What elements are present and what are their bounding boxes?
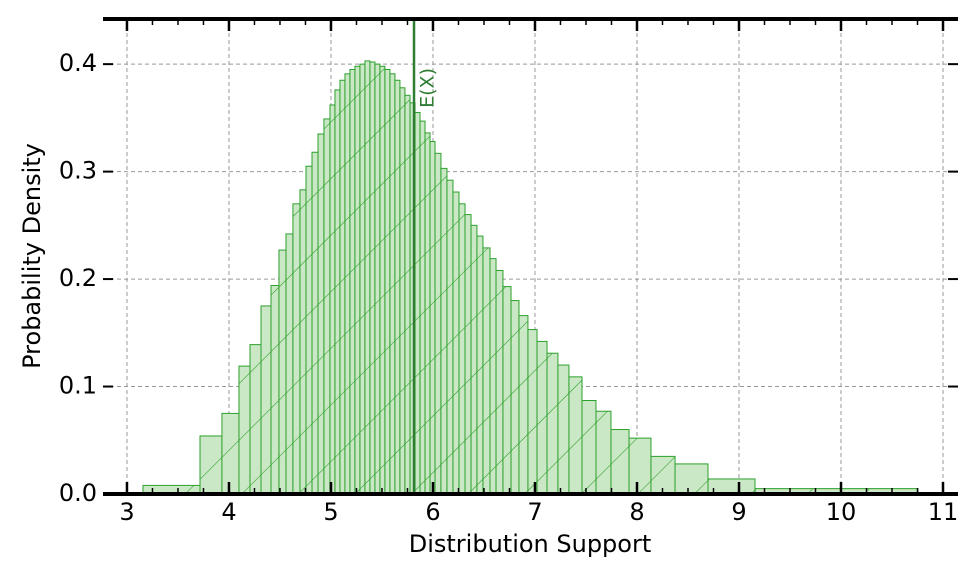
bar-hatch <box>334 89 341 495</box>
bar-hatch <box>389 73 396 495</box>
x-tick-label: 5 <box>323 498 338 526</box>
mean-label: E(X) <box>417 68 439 108</box>
bar-hatch <box>581 400 597 495</box>
y-tick-label: 0.1 <box>59 372 97 400</box>
bar-hatch <box>527 329 538 495</box>
bar-hatch <box>299 189 307 495</box>
bar-hatch <box>270 285 280 495</box>
bar-hatch <box>557 364 570 495</box>
bar-hatch <box>249 344 262 495</box>
y-tick-label: 0.0 <box>59 479 97 507</box>
bar-hatch <box>568 376 583 495</box>
bar-hatch <box>414 111 421 495</box>
bar-hatch <box>628 437 652 495</box>
bar-hatch <box>510 300 520 495</box>
bar-hatch <box>339 79 346 495</box>
bar-hatch <box>374 63 381 495</box>
bar-hatch <box>323 118 331 495</box>
bar-hatch <box>650 455 676 495</box>
bar-hatch <box>311 151 319 495</box>
bar-hatch <box>489 258 497 495</box>
bar-hatch <box>399 87 406 495</box>
bar-hatch <box>440 167 448 495</box>
bar-hatch <box>464 214 472 495</box>
bar-hatch <box>446 179 454 495</box>
bar-hatch <box>317 133 325 495</box>
y-axis-label: Probability Density <box>18 143 46 369</box>
bar-hatch <box>536 340 548 495</box>
x-tick-label: 6 <box>425 498 440 526</box>
bar-hatch <box>595 410 612 495</box>
bar-hatch <box>419 120 426 495</box>
bar-hatch <box>364 60 371 495</box>
bar-hatch <box>674 463 709 495</box>
bar-hatch <box>278 249 287 495</box>
x-tick-label: 7 <box>527 498 542 526</box>
bar-hatch <box>458 203 466 495</box>
bar-hatch <box>359 63 366 495</box>
y-tick-label: 0.2 <box>59 264 97 292</box>
y-tick-label: 0.4 <box>59 49 97 77</box>
bar-hatch <box>285 233 294 495</box>
x-tick-label: 8 <box>629 498 644 526</box>
bar-hatch <box>369 61 376 495</box>
x-axis-label: Distribution Support <box>409 530 652 558</box>
x-tick-label: 9 <box>731 498 746 526</box>
bar-hatch <box>434 152 442 495</box>
bar-hatch <box>292 203 301 495</box>
bar-hatch <box>452 191 460 495</box>
bar-hatch <box>424 132 431 495</box>
bar-hatch <box>470 224 478 495</box>
bar-hatch <box>349 69 356 495</box>
bar-hatch <box>305 165 313 495</box>
bar-hatch <box>199 435 223 495</box>
bar-hatch <box>476 235 484 495</box>
bar-hatch <box>221 412 240 495</box>
bar-hatch <box>379 65 386 495</box>
bar-hatch <box>344 73 351 495</box>
bar-hatch <box>482 247 491 495</box>
x-tick-label: 3 <box>119 498 134 526</box>
y-tick-label: 0.3 <box>59 157 97 185</box>
bar-hatch <box>384 69 391 495</box>
bar-hatch <box>518 315 529 495</box>
bar-hatch <box>546 352 559 495</box>
bar-hatch <box>495 269 504 495</box>
bar-hatch <box>502 286 512 495</box>
bar-hatch <box>238 365 251 495</box>
bar-hatch <box>354 65 361 495</box>
bar-hatch <box>260 305 272 495</box>
bar-hatch <box>610 429 630 495</box>
bar-hatch <box>404 94 411 495</box>
bar-hatch <box>707 478 756 495</box>
bar-hatch <box>329 104 336 495</box>
x-tick-label: 10 <box>826 498 857 526</box>
x-tick-label: 11 <box>928 498 959 526</box>
bar-hatch <box>429 141 436 495</box>
bar-hatch <box>394 79 401 495</box>
x-tick-label: 4 <box>221 498 236 526</box>
